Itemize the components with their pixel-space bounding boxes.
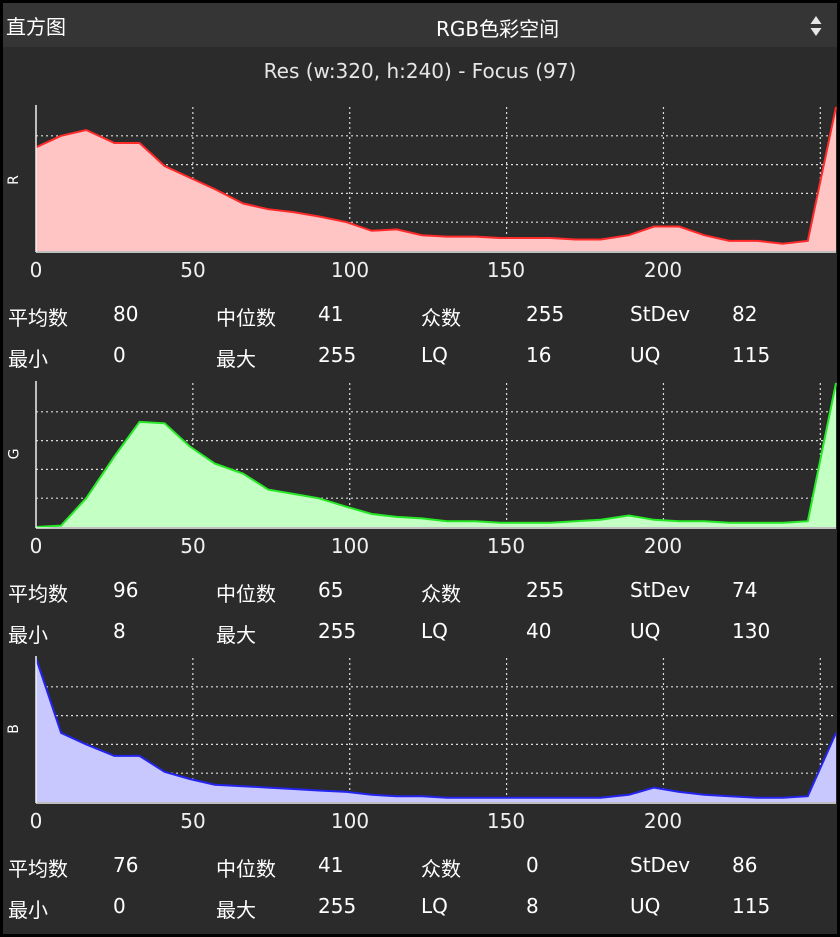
stat-value-stdev: 86 — [732, 853, 758, 877]
stat-label-mean: 平均数 — [8, 306, 68, 330]
stat-label-lq: LQ — [421, 894, 448, 918]
stat-value-lq: 16 — [526, 343, 552, 367]
stat-label-min: 最小 — [8, 347, 48, 371]
histogram-area-red — [36, 107, 836, 251]
stat-value-max: 255 — [318, 894, 357, 918]
stat-value-max: 255 — [318, 343, 357, 367]
histogram-line-red — [35, 106, 837, 245]
stat-value-median: 41 — [318, 853, 344, 877]
stat-value-mode: 255 — [526, 302, 565, 326]
stat-label-mode: 众数 — [421, 306, 461, 330]
x-tick-label: 150 — [486, 534, 526, 558]
stat-label-mode: 众数 — [421, 857, 461, 881]
stat-label-lq: LQ — [421, 619, 448, 643]
colorspace-select[interactable]: RGB色彩空间 — [303, 3, 833, 47]
stat-value-mean: 76 — [113, 853, 139, 877]
x-tick-label: 50 — [180, 258, 206, 282]
stat-label-mean: 平均数 — [8, 857, 68, 881]
x-tick-label: 100 — [330, 809, 370, 833]
stat-value-stdev: 74 — [732, 578, 758, 602]
stat-label-uq: UQ — [630, 894, 661, 918]
stat-label-min: 最小 — [8, 623, 48, 647]
histogram-line-green — [35, 382, 837, 528]
stat-label-lq: LQ — [421, 343, 448, 367]
stat-value-median: 41 — [318, 302, 344, 326]
histogram-blue: B 0 50 100 150 200 平均数 76 中位数 41 众数 0 St… — [3, 651, 837, 926]
histogram-red-plot — [35, 105, 837, 253]
stat-value-min: 0 — [113, 894, 126, 918]
histogram-red: R 0 50 100 150 200 平均数 80 中位数 41 众数 255 … — [3, 100, 837, 375]
stat-label-stdev: StDev — [630, 853, 691, 877]
stat-value-mode: 255 — [526, 578, 565, 602]
axes — [35, 656, 836, 804]
x-tick-label: 150 — [486, 258, 526, 282]
stat-label-mode: 众数 — [421, 582, 461, 606]
x-tick-label: 50 — [180, 809, 206, 833]
stat-label-uq: UQ — [630, 343, 661, 367]
stat-label-mean: 平均数 — [8, 582, 68, 606]
resolution-focus-label: Res (w:320, h:240) - Focus (97) — [263, 59, 577, 83]
colorspace-value: RGB色彩空间 — [436, 17, 560, 41]
channel-label-r: R — [5, 175, 22, 185]
x-tick-label: 200 — [643, 258, 683, 282]
histogram-area-blue — [36, 658, 836, 802]
x-tick-label: 200 — [643, 809, 683, 833]
stat-value-max: 255 — [318, 619, 357, 643]
stat-value-min: 8 — [113, 619, 126, 643]
stat-label-stdev: StDev — [630, 578, 691, 602]
histogram-panel: 直方图 RGB色彩空间 Res (w:320, h:240) - Focus (… — [3, 3, 837, 934]
stat-value-uq: 115 — [732, 894, 771, 918]
stat-label-stdev: StDev — [630, 302, 691, 326]
stat-label-median: 中位数 — [216, 306, 276, 330]
stat-value-lq: 8 — [526, 894, 539, 918]
histogram-line-blue — [35, 657, 837, 799]
stat-value-mean: 96 — [113, 578, 139, 602]
stat-label-max: 最大 — [216, 898, 256, 922]
histogram-blue-plot — [35, 656, 837, 804]
stat-value-uq: 115 — [732, 343, 771, 367]
gridlines — [36, 107, 836, 251]
x-tick-label: 100 — [330, 534, 370, 558]
axes — [35, 105, 836, 253]
stat-value-uq: 130 — [732, 619, 771, 643]
axes — [35, 381, 836, 529]
histogram-green-plot — [35, 381, 837, 529]
stat-label-min: 最小 — [8, 898, 48, 922]
stat-value-stdev: 82 — [732, 302, 758, 326]
stat-label-max: 最大 — [216, 623, 256, 647]
x-tick-label: 0 — [29, 809, 43, 833]
stat-label-max: 最大 — [216, 347, 256, 371]
panel-header: 直方图 RGB色彩空间 — [3, 3, 837, 47]
stat-label-median: 中位数 — [216, 857, 276, 881]
stat-label-uq: UQ — [630, 619, 661, 643]
gridlines — [36, 383, 836, 527]
x-tick-label: 50 — [180, 534, 206, 558]
stat-value-mean: 80 — [113, 302, 139, 326]
x-tick-label: 150 — [486, 809, 526, 833]
histogram-area-green — [36, 383, 836, 527]
x-tick-label: 100 — [330, 258, 370, 282]
up-down-spinner-icon[interactable] — [809, 13, 823, 39]
x-tick-label: 0 — [29, 258, 43, 282]
channel-label-b: B — [5, 724, 22, 734]
stat-label-median: 中位数 — [216, 582, 276, 606]
panel-title: 直方图 — [6, 15, 66, 39]
channel-label-g: G — [6, 448, 23, 460]
stat-value-min: 0 — [113, 343, 126, 367]
stat-value-median: 65 — [318, 578, 344, 602]
x-tick-label: 0 — [29, 534, 43, 558]
x-tick-label: 200 — [643, 534, 683, 558]
stat-value-mode: 0 — [526, 853, 539, 877]
stat-value-lq: 40 — [526, 619, 552, 643]
histogram-green: G 0 50 100 150 200 平均数 96 中位数 65 众数 255 … — [3, 376, 837, 651]
